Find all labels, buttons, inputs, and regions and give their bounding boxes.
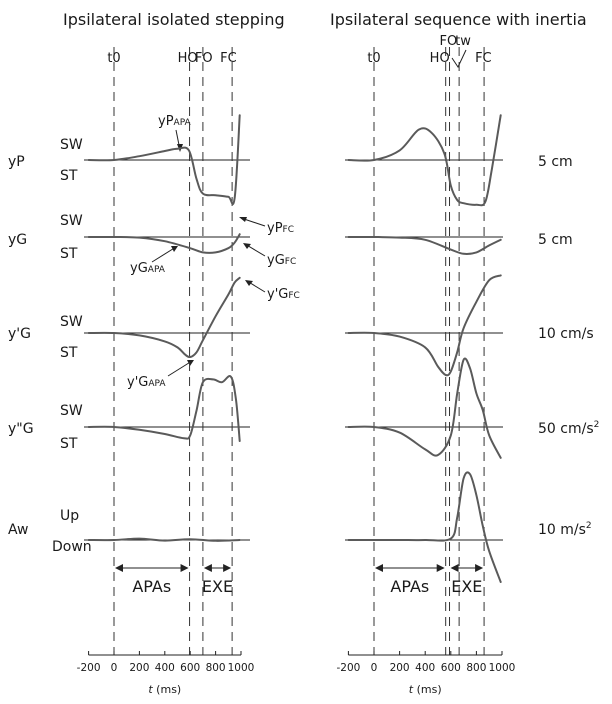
x-tick-label: -200 (77, 662, 101, 674)
phase-label-apas: APAs (132, 577, 171, 596)
phase-arrowhead-right-apas (180, 564, 189, 572)
x-axis-label: t (ms) (409, 683, 442, 696)
annotation-yp-apa: yPAPA (158, 114, 192, 129)
st-label-yp: ST (60, 168, 78, 184)
annotation-yg-apa-arrow (151, 246, 177, 263)
x-axis-label-var: t (409, 683, 414, 696)
event-label-t0: t0 (107, 51, 120, 66)
annotation-yp-fc-arrowhead (239, 217, 247, 222)
x-axis-label-unit: (ms) (153, 683, 182, 696)
x-tick-label: 200 (129, 662, 149, 674)
row-label-yp: yP (8, 154, 25, 170)
phase-arrowhead-left-apas (115, 564, 123, 572)
sw-label-yg: SW (60, 213, 83, 229)
scale-label-yp: 5 cm (538, 154, 573, 170)
st-label-ypg: ST (60, 345, 78, 361)
event-label-tw: tw (455, 34, 471, 49)
trace-aw-4 (87, 537, 241, 542)
event-label-ho: HO (430, 51, 450, 66)
annotation-ypg-apa-arrowhead (187, 360, 194, 366)
phase-arrowhead-right-exe (475, 564, 484, 572)
event-label-fc: FC (220, 51, 237, 66)
sw-label-ypg: SW (60, 314, 83, 330)
phase-label-apas: APAs (390, 577, 429, 596)
right-panel-title: Ipsilateral sequence with inertia (330, 10, 587, 29)
annotation-yp-fc: yPFC (267, 221, 294, 236)
down-label: Down (52, 539, 92, 555)
event-label-ho: HO (178, 51, 198, 66)
annotation-yg-apa: yGAPA (130, 261, 166, 276)
annotation-yg-fc-arrowhead (243, 243, 251, 249)
phase-arrowhead-right-exe (223, 564, 232, 572)
trace-yg-3 (347, 357, 502, 459)
x-tick-label: -200 (336, 662, 360, 674)
x-axis-label-unit: (ms) (413, 683, 442, 696)
scale-label-ypg: 10 cm/s (538, 326, 594, 342)
x-tick-label: 600 (441, 662, 461, 674)
annotation-ypg-apa: y'GAPA (127, 375, 166, 390)
event-label-fc: FC (475, 51, 492, 66)
annotation-ypg-fc: y'GFC (267, 287, 300, 302)
sw-label-yp: SW (60, 137, 83, 153)
trace-yg-1 (87, 233, 241, 254)
x-tick-label: 1000 (228, 662, 255, 674)
row-label-ypg: y'G (8, 326, 31, 342)
x-tick-label: 400 (155, 662, 175, 674)
st-label-yppg: ST (60, 436, 78, 452)
left-panel-title: Ipsilateral isolated stepping (63, 10, 285, 29)
up-label: Up (60, 508, 79, 524)
row-label-yppg: y"G (8, 421, 34, 437)
x-tick-label: 800 (466, 662, 486, 674)
annotation-ypg-apa-arrow (167, 360, 193, 377)
x-tick-label: 800 (206, 662, 226, 674)
scale-label-aw-main: 10 m/s (538, 522, 586, 538)
x-tick-label: 200 (390, 662, 410, 674)
x-axis-label: t (ms) (148, 683, 181, 696)
scale-label-aw-sup: 2 (586, 521, 592, 531)
phase-label-exe: EXE (202, 577, 233, 596)
phase-arrowhead-right-apas (436, 564, 445, 572)
scale-label-aw: 10 m/s2 (538, 521, 592, 538)
scale-label-yg: 5 cm (538, 232, 573, 248)
tw-marker (451, 49, 467, 69)
phase-arrowhead-left-exe (203, 564, 212, 572)
annotation-yg-apa-arrowhead (171, 246, 178, 252)
x-tick-label: 400 (415, 662, 435, 674)
event-label-t0: t0 (367, 51, 380, 66)
phase-arrowhead-left-apas (375, 564, 383, 572)
annotation-yg-fc: yGFC (267, 253, 296, 268)
event-label-fo: FO (440, 34, 458, 49)
x-tick-label: 0 (371, 662, 378, 674)
trace-aw-4 (347, 471, 502, 583)
x-tick-label: 0 (111, 662, 118, 674)
trace-yg-2 (87, 276, 241, 359)
trace-yg-1 (347, 235, 502, 255)
scale-label-yppg: 50 cm/s2 (538, 420, 599, 437)
event-label-fo: FO (195, 51, 213, 66)
sw-label-yppg: SW (60, 403, 83, 419)
row-label-yg: yG (8, 232, 27, 248)
annotation-ypg-fc-arrowhead (245, 280, 253, 286)
trace-yp-0 (347, 114, 502, 207)
trace-yg-2 (347, 274, 502, 377)
x-tick-label: 1000 (489, 662, 516, 674)
row-label-aw: Aw (8, 522, 28, 538)
x-axis-label-var: t (148, 683, 153, 696)
phase-arrowhead-left-exe (450, 564, 459, 572)
phase-label-exe: EXE (451, 577, 482, 596)
trace-yg-3 (87, 375, 241, 442)
scale-label-yppg-main: 50 cm/s (538, 421, 594, 437)
x-tick-label: 600 (180, 662, 200, 674)
scale-label-yppg-sup: 2 (594, 420, 600, 430)
st-label-yg: ST (60, 246, 78, 262)
trace-yp-0 (87, 114, 241, 206)
